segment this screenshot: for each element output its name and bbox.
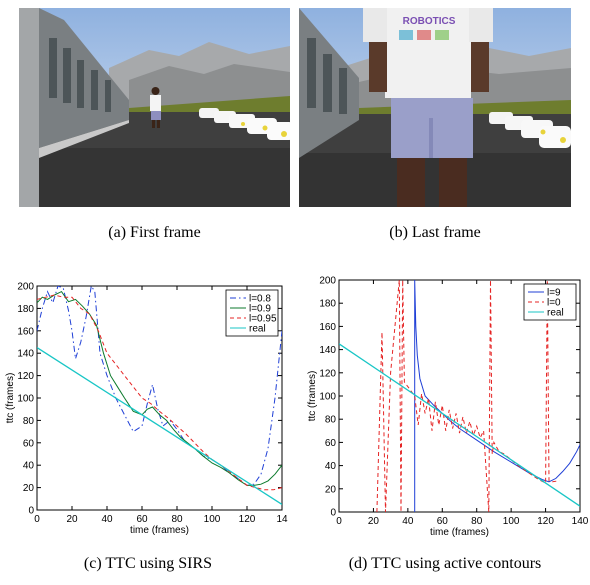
x-tick-label: 0	[34, 514, 40, 525]
y-tick-label: 40	[325, 461, 337, 472]
legend-label: l=9	[547, 288, 561, 299]
caption-a: (a) First frame	[108, 224, 201, 241]
x-tick-label: 14	[276, 514, 288, 525]
x-tick-label: 100	[204, 514, 221, 525]
caption-c: (c) TTC using SIRS	[83, 555, 213, 572]
y-axis-label: ttc (frames)	[5, 373, 16, 424]
x-tick-label: 120	[537, 516, 554, 527]
y-tick-label: 20	[325, 484, 337, 495]
x-tick-label: 40	[402, 516, 414, 527]
ttc-sirs-chart: 0 20 40 60 80 100 120 1402040608010012014016018…	[5, 282, 288, 537]
series-line-l-9	[414, 280, 580, 512]
x-tick-label: 20	[66, 514, 78, 525]
caption-b: (b) Last frame	[389, 224, 481, 241]
y-axis-label: ttc (frames)	[307, 371, 318, 422]
first-frame-photo	[19, 8, 290, 207]
y-tick-label: 140	[319, 345, 336, 356]
y-tick-label: 60	[325, 438, 337, 449]
series-line-l-0-9	[37, 290, 282, 486]
x-tick-label: 80	[171, 514, 183, 525]
y-tick-label: 160	[319, 322, 336, 333]
legend-label: real	[249, 324, 266, 335]
y-tick-label: 120	[17, 371, 34, 382]
legend-label: l=0.9	[249, 304, 271, 315]
y-tick-label: 80	[325, 415, 337, 426]
y-tick-label: 100	[319, 392, 336, 403]
x-tick-label: 0	[336, 516, 342, 527]
y-tick-label: 200	[319, 276, 336, 287]
series-line-l-0-95	[37, 294, 282, 491]
y-tick-label: 120	[319, 368, 336, 379]
x-tick-label: 40	[101, 514, 113, 525]
x-axis-label: time (frames)	[430, 527, 489, 538]
y-tick-label: 40	[23, 461, 35, 472]
y-tick-label: 200	[17, 282, 34, 293]
x-tick-label: 140	[572, 516, 589, 527]
last-frame-photo: ROBOTICS	[299, 8, 571, 207]
legend-box	[523, 283, 577, 321]
y-tick-label: 160	[17, 326, 34, 337]
x-tick-label: 60	[437, 516, 449, 527]
x-tick-label: 80	[471, 516, 483, 527]
y-tick-label: 180	[319, 299, 336, 310]
y-tick-label: 180	[17, 304, 34, 315]
y-tick-label: 60	[23, 438, 35, 449]
legend-label: l=0.95	[249, 314, 277, 325]
series-line-l-0	[376, 280, 560, 512]
x-tick-label: 20	[368, 516, 380, 527]
y-tick-label: 0	[28, 506, 34, 517]
x-tick-label: 120	[239, 514, 256, 525]
x-tick-label: 100	[503, 516, 520, 527]
legend-label: l=0	[547, 298, 561, 309]
x-axis-label: time (frames)	[130, 525, 189, 536]
shirt-print-text: ROBOTICS	[403, 16, 456, 27]
ttc-active-contours-chart: 0 20 40 60 80 100 120 140 0 20 40 60 80 100 120 140 160 1…	[307, 276, 589, 539]
series-line-l-0-8	[37, 286, 282, 486]
y-tick-label: 0	[330, 508, 336, 519]
y-tick-label: 80	[23, 416, 35, 427]
y-tick-label: 100	[17, 394, 34, 405]
series-line-real	[37, 347, 282, 505]
x-tick-label: 60	[136, 514, 148, 525]
legend-label: l=0.8	[249, 294, 271, 305]
legend-label: real	[547, 308, 564, 319]
y-tick-label: 140	[17, 349, 34, 360]
caption-d: (d) TTC using active contours	[348, 555, 542, 572]
series-line-real	[339, 343, 580, 507]
y-tick-label: 20	[23, 483, 35, 494]
